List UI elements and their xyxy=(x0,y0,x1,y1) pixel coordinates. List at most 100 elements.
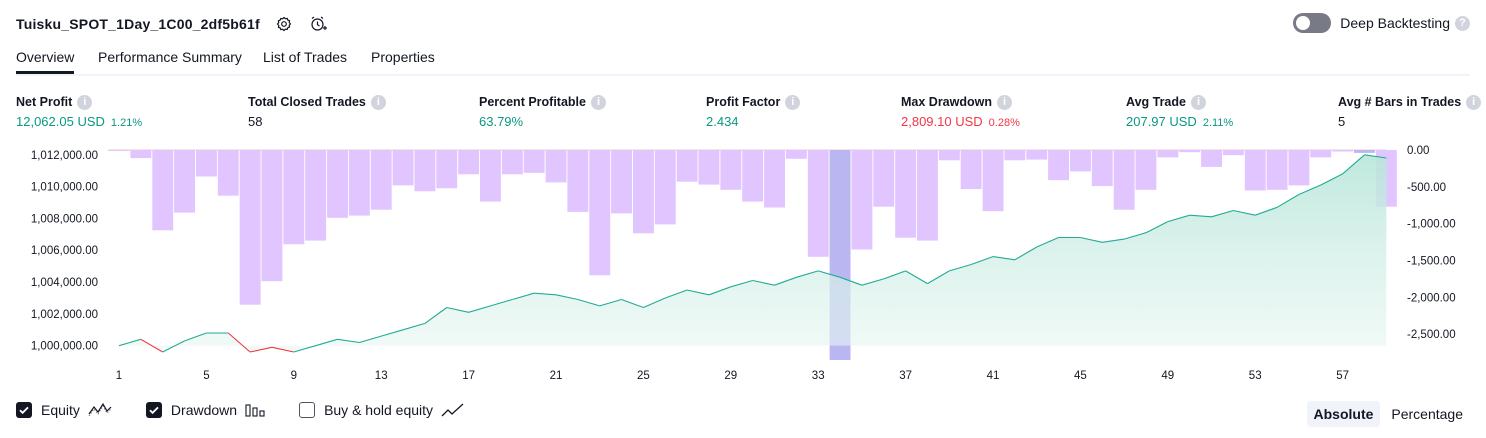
drawdown-bar xyxy=(960,150,982,190)
equity-line-segment xyxy=(708,286,731,296)
percentage-mode-button[interactable]: Percentage xyxy=(1391,406,1463,422)
legend-equity[interactable]: Equity xyxy=(16,402,112,418)
x-axis-tick: 45 xyxy=(1074,370,1087,382)
equity-line-segment xyxy=(534,292,557,296)
left-axis-tick: 1,004,000.00 xyxy=(31,277,98,289)
metric-label: Profit Factor xyxy=(706,95,781,109)
equity-line-segment xyxy=(1123,232,1147,240)
left-axis-tick: 1,006,000.00 xyxy=(31,245,98,257)
tab-overview[interactable]: Overview xyxy=(16,48,75,74)
info-icon[interactable]: i xyxy=(1466,94,1482,110)
legend-label: Buy & hold equity xyxy=(324,402,434,418)
x-axis-tick: 29 xyxy=(724,370,737,382)
metric-label: Total Closed Trades xyxy=(248,95,366,109)
drawdown-bar xyxy=(1332,150,1354,152)
info-icon[interactable]: i xyxy=(785,94,801,110)
drawdown-bar xyxy=(676,150,698,182)
add-alert-icon[interactable] xyxy=(308,14,328,34)
equity-line-segment xyxy=(1145,221,1169,234)
drawdown-bar xyxy=(392,150,414,186)
drawdown-bar xyxy=(1048,150,1069,181)
drawdown-bar xyxy=(1244,150,1266,191)
equity-line-segment xyxy=(839,276,863,286)
drawdown-bar xyxy=(348,150,370,216)
legend-buy-hold[interactable]: Buy & hold equity xyxy=(299,402,465,418)
drawdown-bar xyxy=(523,150,545,173)
equity-line-segment xyxy=(992,256,1015,261)
drawdown-bar xyxy=(370,150,392,210)
drawdown-bar xyxy=(785,150,807,159)
drawdown-bar xyxy=(917,150,938,241)
settings-icon[interactable] xyxy=(274,14,294,34)
x-axis-tick: 17 xyxy=(462,370,475,382)
drawdown-bar xyxy=(764,150,785,208)
drawdown-bar xyxy=(1026,150,1048,160)
equity-line-segment xyxy=(1102,238,1125,243)
equity-checkbox[interactable] xyxy=(16,402,32,418)
x-axis-tick: 1 xyxy=(116,370,122,382)
buy-hold-checkbox[interactable] xyxy=(299,402,316,418)
tab-list-of-trades[interactable]: List of Trades xyxy=(263,49,348,65)
info-icon[interactable]: i xyxy=(370,94,386,110)
drawdown-checkbox[interactable] xyxy=(145,402,162,418)
x-axis-tick: 49 xyxy=(1161,370,1174,382)
left-axis-tick: 1,008,000.00 xyxy=(31,213,98,225)
x-axis-tick: 33 xyxy=(812,370,825,382)
drawdown-bar xyxy=(633,150,654,234)
info-icon[interactable]: i xyxy=(590,94,606,110)
right-axis-tick: -500.00 xyxy=(1407,182,1446,194)
tab-performance-summary[interactable]: Performance Summary xyxy=(98,49,242,65)
x-axis-tick: 41 xyxy=(987,370,1000,382)
equity-line-segment xyxy=(796,270,819,278)
equity-line-segment xyxy=(293,345,316,353)
metric-total-closed-trades: Total Closed Trades i 58 xyxy=(248,93,386,129)
legend-drawdown[interactable]: Drawdown xyxy=(145,402,265,418)
drawdown-bar xyxy=(1157,150,1179,158)
legend-label: Equity xyxy=(41,402,80,418)
left-axis-tick: 1,012,000.00 xyxy=(31,150,98,162)
metric-value: 207.97 USD xyxy=(1126,114,1197,129)
drawdown-bar xyxy=(152,150,174,231)
right-axis-tick: -1,000.00 xyxy=(1407,219,1456,231)
drawdown-bar xyxy=(1266,150,1288,190)
deep-backtesting-toggle[interactable] xyxy=(1293,13,1332,33)
info-icon[interactable]: i xyxy=(1190,94,1206,110)
deep-backtesting-label: Deep Backtesting xyxy=(1340,15,1450,31)
equity-line-segment xyxy=(774,276,797,286)
drawdown-bar xyxy=(654,150,676,225)
drawdown-bar xyxy=(305,150,327,241)
metric-value: 58 xyxy=(248,114,263,129)
drawdown-bar xyxy=(1201,150,1222,167)
strategy-header: Tuisku_SPOT_1Day_1C00_2df5b61f xyxy=(16,14,328,34)
drawdown-bar xyxy=(567,150,589,212)
info-icon[interactable]: i xyxy=(997,94,1012,110)
tab-properties[interactable]: Properties xyxy=(371,49,435,65)
metric-label: Net Profit xyxy=(16,95,73,109)
drawdown-bar xyxy=(938,150,960,161)
help-icon[interactable]: ? xyxy=(1455,15,1470,31)
absolute-mode-button[interactable]: Absolute xyxy=(1306,401,1381,427)
equity-line-segment xyxy=(1298,184,1322,196)
equity-line-segment xyxy=(1036,236,1059,248)
metric-net-profit: Net Profit i 12,062.05 USD 1.21% xyxy=(16,93,142,129)
equity-line-segment xyxy=(490,298,513,307)
equity-line-segment xyxy=(905,270,928,285)
drawdown-bar xyxy=(501,150,523,175)
drawdown-bar xyxy=(589,150,611,276)
equity-line-segment xyxy=(599,298,622,307)
info-icon[interactable]: i xyxy=(77,94,93,110)
metric-profit-factor: Profit Factor i 2.434 xyxy=(706,93,801,129)
equity-drawdown-chart[interactable]: 1,012,000.00 1,010,000.00 1,008,000.00 1,00… xyxy=(0,140,1486,390)
drawdown-bar xyxy=(217,150,239,196)
x-axis-tick: 13 xyxy=(375,370,388,382)
equity-line-segment xyxy=(861,278,884,286)
left-axis-tick: 1,000,000.00 xyxy=(31,341,98,353)
metric-value: 2.434 xyxy=(706,114,739,129)
metric-value: 12,062.05 USD xyxy=(16,114,105,129)
equity-line-segment xyxy=(1276,194,1300,208)
equity-line-segment xyxy=(686,289,710,296)
equity-line-segment xyxy=(730,279,753,288)
equity-line-segment xyxy=(818,270,841,278)
drawdown-bar xyxy=(239,150,261,305)
equity-line-segment xyxy=(402,322,426,331)
